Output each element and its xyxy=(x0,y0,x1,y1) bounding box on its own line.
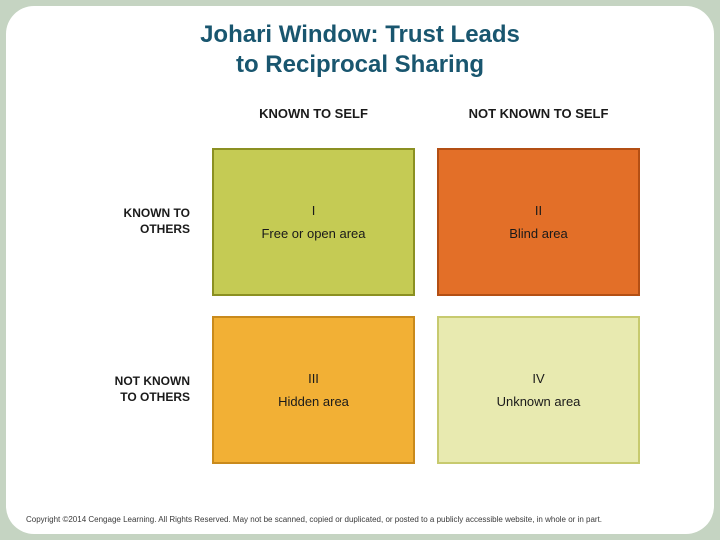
row-header-not-known-others: NOT KNOWN TO OTHERS xyxy=(80,374,190,405)
row-header-known-others: KNOWN TO OTHERS xyxy=(80,206,190,237)
johari-diagram: KNOWN TO SELF NOT KNOWN TO SELF KNOWN TO… xyxy=(80,98,640,464)
quadrant-numeral: II xyxy=(535,201,542,221)
quadrant-numeral: I xyxy=(312,201,316,221)
quadrant-open-area: I Free or open area xyxy=(212,148,415,296)
title-line-2: to Reciprocal Sharing xyxy=(236,51,484,78)
slide-container: Johari Window: Trust Leads to Reciprocal… xyxy=(6,6,714,534)
slide-title: Johari Window: Trust Leads to Reciprocal… xyxy=(26,20,694,80)
quadrant-unknown-area: IV Unknown area xyxy=(437,316,640,464)
title-line-1: Johari Window: Trust Leads xyxy=(200,21,520,48)
diagram-corner-blank xyxy=(80,98,190,128)
quadrant-label: Hidden area xyxy=(278,392,349,412)
copyright-text: Copyright ©2014 Cengage Learning. All Ri… xyxy=(26,515,694,524)
quadrant-label: Free or open area xyxy=(261,224,365,244)
quadrant-numeral: IV xyxy=(532,369,544,389)
quadrant-label: Blind area xyxy=(509,224,568,244)
quadrant-hidden-area: III Hidden area xyxy=(212,316,415,464)
col-header-not-known-self: NOT KNOWN TO SELF xyxy=(437,106,640,121)
col-header-known-self: KNOWN TO SELF xyxy=(212,106,415,121)
quadrant-label: Unknown area xyxy=(497,392,581,412)
quadrant-blind-area: II Blind area xyxy=(437,148,640,296)
quadrant-numeral: III xyxy=(308,369,319,389)
